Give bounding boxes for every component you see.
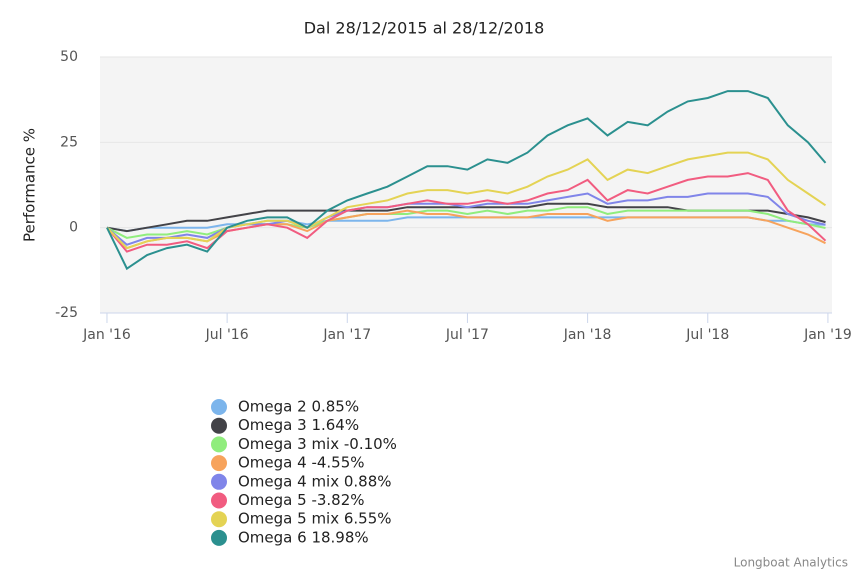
legend-label: Omega 4 -4.55% [238,454,365,472]
x-tick-label: Jan '18 [563,327,612,343]
legend-symbol [211,473,227,490]
x-tick-label: Jul '16 [205,327,249,343]
y-tick-label: 0 [69,220,78,236]
x-tick-label: Jan '19 [803,327,852,343]
x-tick-label: Jul '17 [445,327,489,343]
legend-label: Omega 5 -3.82% [238,491,365,509]
legend-symbol [211,399,227,415]
legend-label: Omega 2 0.85% [238,398,359,416]
legend-symbol [211,436,227,453]
legend-symbol [211,492,227,509]
legend-label: Omega 3 mix -0.10% [238,435,397,453]
x-tick-label: Jul '18 [685,327,729,343]
legend-symbol [211,455,227,472]
legend-symbol [211,417,227,434]
credits: Longboat Analytics [734,556,848,570]
x-tick-label: Jan '16 [82,327,131,343]
legend-symbol [211,511,227,528]
y-tick-label: 50 [60,49,78,65]
y-axis-label: Performance % [21,128,39,242]
series-line [106,90,827,271]
legend-label: Omega 6 18.98% [238,528,369,546]
series-line [106,172,827,253]
legend-label: Omega 5 mix 6.55% [238,510,392,528]
legend-label: Omega 3 1.64% [238,416,359,434]
chart-title: Dal 28/12/2015 al 28/12/2018 [304,19,545,38]
legend-label: Omega 4 mix 0.88% [238,472,392,490]
plot-background [100,57,832,313]
y-tick-label: -25 [55,305,78,321]
y-tick-label: 25 [60,134,78,150]
x-tick-label: Jan '17 [322,327,371,343]
legend-symbol [211,529,227,546]
